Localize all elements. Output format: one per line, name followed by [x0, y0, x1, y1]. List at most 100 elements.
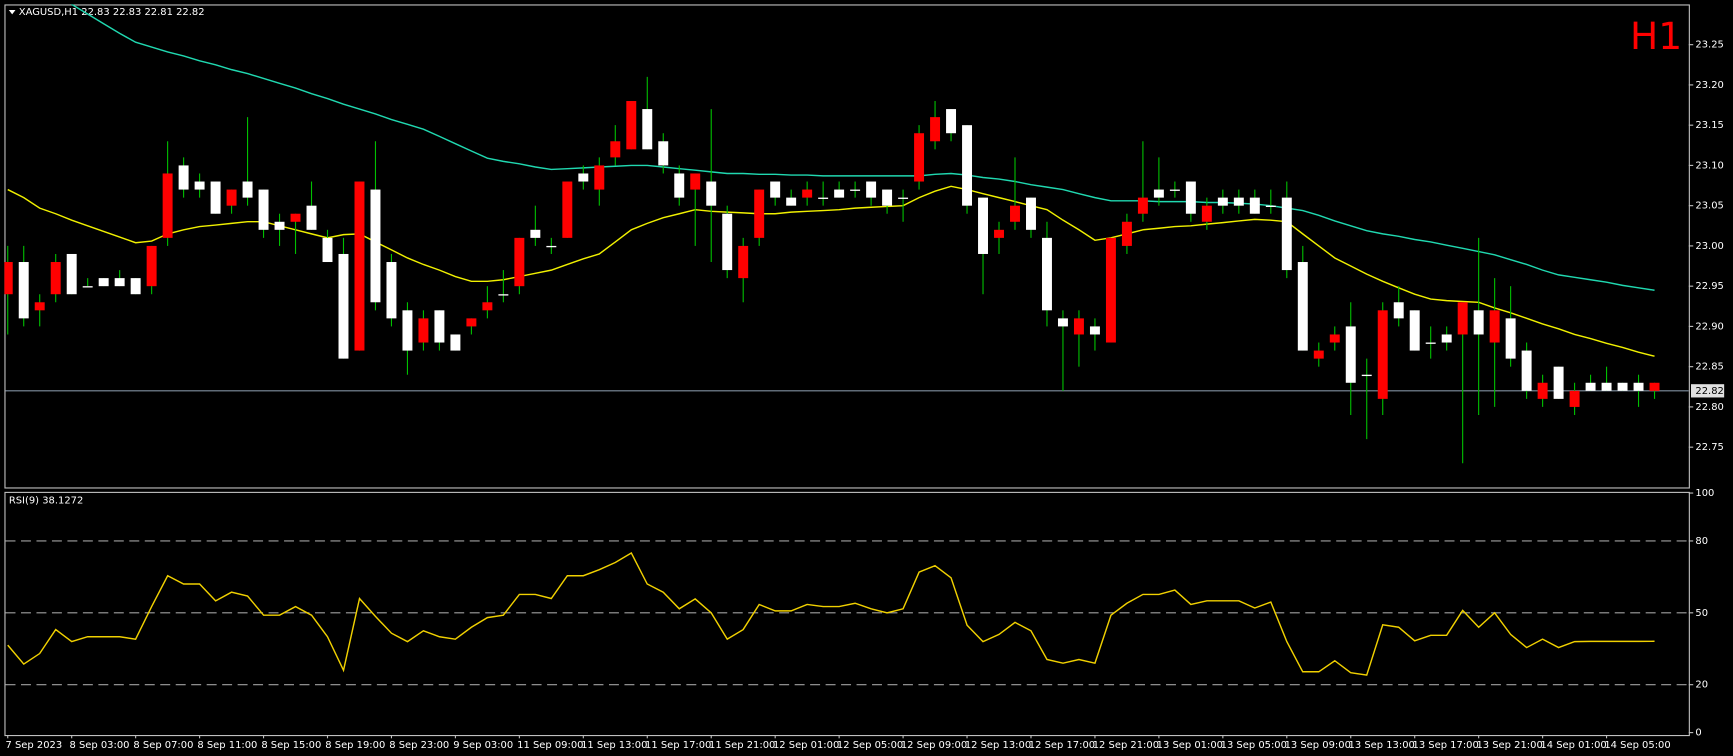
- candle-body: [1265, 205, 1276, 207]
- x-tick-label: 13 Sep 21:00: [1476, 740, 1542, 751]
- candle-body: [306, 205, 317, 230]
- candle-body: [1409, 310, 1420, 351]
- candle-body: [1569, 390, 1580, 407]
- candle-body: [146, 245, 157, 287]
- candle-body: [338, 253, 349, 359]
- candle-body: [210, 181, 221, 214]
- candle-body: [290, 213, 301, 222]
- candle-body: [562, 181, 573, 238]
- candle-body: [1057, 318, 1068, 327]
- y-tick-label: 80: [1695, 536, 1708, 547]
- candle-body: [1169, 189, 1180, 191]
- candle-body: [514, 237, 525, 287]
- x-tick-label: 13 Sep 01:00: [1157, 740, 1223, 751]
- candle-body: [1393, 302, 1404, 319]
- candle-body: [1217, 197, 1228, 206]
- candle-body: [402, 310, 413, 351]
- x-tick-label: 11 Sep 21:00: [709, 740, 775, 751]
- candle-body: [818, 197, 829, 199]
- timeframe-label: H1: [1630, 14, 1682, 58]
- menu-arrow[interactable]: [8, 9, 16, 15]
- candle-body: [98, 278, 109, 287]
- moving-average: [70, 4, 1655, 291]
- candle-body: [1026, 197, 1036, 230]
- candle-body: [1361, 374, 1372, 377]
- candle-body: [786, 197, 797, 206]
- candle-body: [1649, 382, 1660, 391]
- x-tick-label: 12 Sep 01:00: [773, 740, 839, 751]
- candle-body: [258, 189, 269, 230]
- candle-body: [530, 229, 541, 238]
- current-price-label: 22.82: [1695, 386, 1723, 397]
- candle-body: [1473, 310, 1484, 335]
- candle-body: [1537, 382, 1548, 399]
- y-tick-label: 22.90: [1695, 321, 1723, 332]
- candle-body: [578, 173, 589, 182]
- candle-body: [626, 101, 637, 150]
- candle-body: [274, 221, 285, 230]
- candle-body: [1457, 302, 1468, 335]
- x-tick-label: 7 Sep 2023: [6, 740, 63, 751]
- y-tick-label: 23.00: [1695, 241, 1723, 252]
- candle-body: [674, 173, 685, 198]
- candle-body: [882, 189, 893, 206]
- candle-body: [1617, 382, 1628, 391]
- candle-body: [194, 181, 205, 190]
- candle-body: [770, 181, 781, 198]
- candle-body: [946, 109, 957, 134]
- y-tick-label: 22.75: [1695, 442, 1723, 453]
- candle-body: [1521, 350, 1532, 391]
- candle-body: [178, 165, 189, 190]
- candle-body: [1105, 237, 1116, 343]
- rsi-line: [7, 551, 1655, 676]
- x-tick-label: 12 Sep 13:00: [965, 740, 1031, 751]
- candle-body: [914, 133, 925, 182]
- candle-body: [50, 262, 61, 295]
- candle-body: [834, 189, 845, 198]
- y-tick-label: 23.10: [1695, 160, 1723, 171]
- candle-body: [18, 262, 29, 319]
- candle-body: [866, 181, 877, 198]
- candle-body: [34, 302, 45, 311]
- candle-body: [1489, 310, 1500, 343]
- x-tick-label: 11 Sep 13:00: [581, 740, 647, 751]
- candle-body: [114, 278, 125, 287]
- x-tick-label: 8 Sep 11:00: [197, 740, 257, 751]
- candle-body: [1377, 310, 1388, 399]
- candle-body: [82, 286, 93, 288]
- candle-body: [1329, 334, 1340, 343]
- x-tick-label: 11 Sep 09:00: [517, 740, 583, 751]
- rsi-title: RSI(9) 38.1272: [9, 496, 83, 507]
- candle-body: [1249, 197, 1260, 214]
- candle-body: [1553, 366, 1564, 399]
- candle-body: [706, 181, 717, 206]
- y-tick-label: 23.25: [1695, 40, 1723, 51]
- candle-body: [242, 181, 253, 198]
- x-tick-label: 8 Sep 23:00: [389, 740, 449, 751]
- candle-body: [1281, 197, 1292, 271]
- candle-body: [594, 165, 605, 190]
- x-tick-label: 12 Sep 17:00: [1029, 740, 1095, 751]
- rsi-panel: [4, 491, 1690, 737]
- candle-body: [450, 334, 461, 351]
- candle-body: [1585, 382, 1596, 391]
- candle-body: [962, 125, 973, 206]
- y-tick-label: 23.20: [1695, 80, 1723, 91]
- candle-body: [354, 181, 365, 351]
- y-tick-label: 22.95: [1695, 281, 1723, 292]
- candle-body: [1042, 237, 1052, 311]
- x-tick-label: 8 Sep 19:00: [325, 740, 385, 751]
- candle-body: [1345, 326, 1356, 383]
- candle-body: [434, 310, 445, 343]
- candle-body: [1121, 221, 1132, 246]
- x-tick-label: 13 Sep 13:00: [1349, 740, 1415, 751]
- candle-body: [322, 237, 333, 263]
- candle-body: [1297, 262, 1308, 351]
- y-tick-label: 22.80: [1695, 402, 1723, 413]
- x-tick-label: 8 Sep 15:00: [261, 740, 321, 751]
- x-tick-label: 12 Sep 09:00: [901, 740, 967, 751]
- x-tick-label: 11 Sep 17:00: [645, 740, 711, 751]
- candle-body: [642, 109, 653, 150]
- candle-body: [722, 213, 733, 271]
